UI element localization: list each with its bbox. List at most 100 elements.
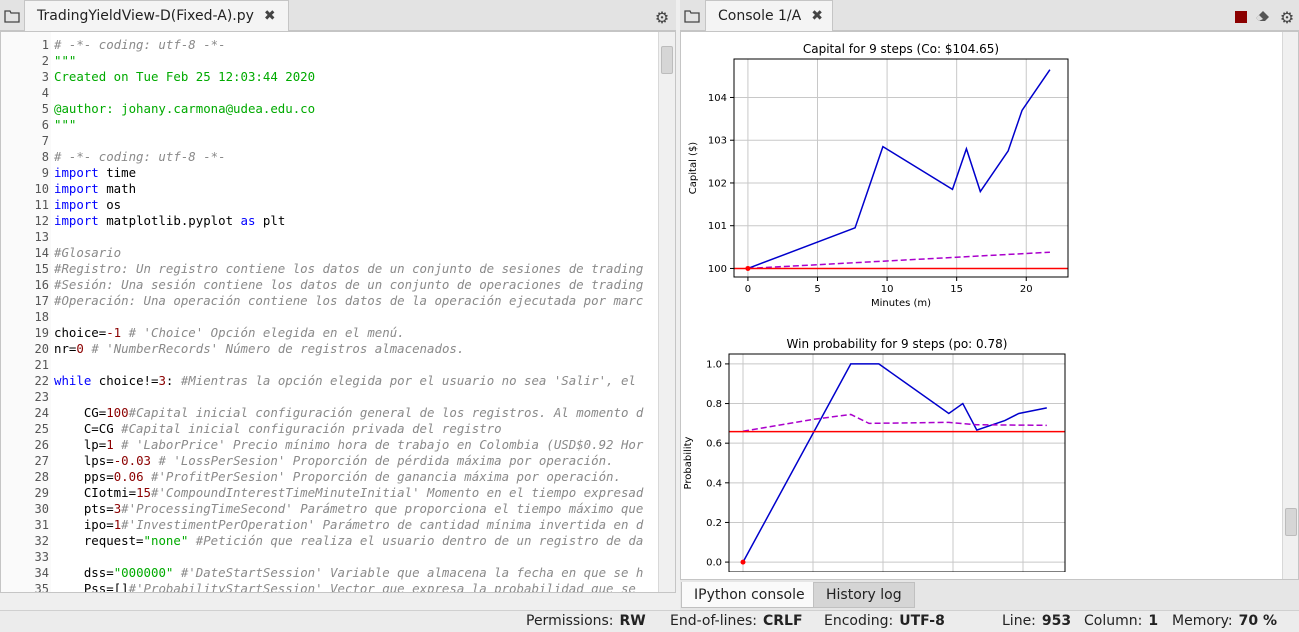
close-console-icon[interactable]: ✖ bbox=[811, 8, 823, 24]
plot-frame bbox=[728, 353, 1066, 572]
eraser-icon[interactable] bbox=[1254, 8, 1272, 24]
tab-editor-file-label: TradingYieldView-D(Fixed-A).py bbox=[37, 8, 254, 24]
line-number: 18 bbox=[34, 310, 49, 324]
series-line bbox=[747, 69, 1051, 270]
line-number: 11 bbox=[34, 198, 49, 212]
x-tick-label: 5 bbox=[814, 284, 820, 295]
line-number: 34 bbox=[34, 566, 49, 580]
tab-console[interactable]: Console 1/A ✖ bbox=[705, 0, 833, 31]
code-line: # -*- coding: utf-8 -*- bbox=[54, 37, 226, 52]
code-line: #Glosario bbox=[54, 245, 122, 260]
line-number: 20 bbox=[34, 342, 49, 356]
code-line: nr=0 # 'NumberRecords' Número de registr… bbox=[54, 341, 465, 356]
status-encoding: Encoding: UTF-8 bbox=[824, 613, 945, 629]
browse-tabs-icon[interactable] bbox=[2, 7, 22, 25]
code-line: pps=0.06 #'ProfitPerSesion' Proporción d… bbox=[54, 469, 621, 484]
code-line: CG=100#Capital inicial configuración gen… bbox=[54, 405, 644, 420]
code-line: #Registro: Un registro contiene los dato… bbox=[54, 261, 644, 276]
code-line: #Sesión: Una sesión contiene los datos d… bbox=[54, 277, 644, 292]
line-number: 1 bbox=[41, 38, 49, 52]
tab-editor-file[interactable]: TradingYieldView-D(Fixed-A).py ✖ bbox=[24, 0, 289, 31]
gear-icon[interactable]: ⚙ bbox=[654, 7, 670, 27]
tab-history-log[interactable]: History log bbox=[813, 582, 915, 608]
plot-frame bbox=[733, 58, 1069, 278]
console-gear-icon[interactable]: ⚙ bbox=[1279, 7, 1295, 27]
line-number: 22 bbox=[34, 374, 49, 388]
code-line: ipo=1#'InvestimentPerOperation' Parámetr… bbox=[54, 517, 644, 532]
editor-vscroll-thumb[interactable] bbox=[661, 46, 673, 74]
tab-console-label: Console 1/A bbox=[718, 8, 802, 24]
line-number: 17 bbox=[34, 294, 49, 308]
line-number: 9 bbox=[41, 166, 49, 180]
code-line: pts=3#'ProcessingTimeSecond' Parámetro q… bbox=[54, 501, 644, 516]
line-number: 7 bbox=[41, 134, 49, 148]
x-axis-label: Minutes (m) bbox=[871, 298, 931, 309]
line-number: 35 bbox=[34, 582, 49, 593]
code-line: """ bbox=[54, 53, 77, 68]
status-eol: End-of-lines: CRLF bbox=[670, 613, 803, 629]
y-tick-label: 0.8 bbox=[706, 399, 722, 410]
code-line: request="none" #Petición que realiza el … bbox=[54, 533, 644, 548]
line-number: 15 bbox=[34, 262, 49, 276]
line-number: 16 bbox=[34, 278, 49, 292]
series-line bbox=[742, 413, 1047, 433]
code-line: import os bbox=[54, 197, 122, 212]
console-bottom-tabs: IPython console History log bbox=[680, 580, 1299, 610]
y-tick-label: 0.6 bbox=[706, 439, 722, 450]
code-editor[interactable]: 1 2 3 4 5 6 7 8 9 10 11 12 13 14 15 16 17 18 19 20 21 22 23 24 2… bbox=[0, 31, 676, 593]
line-number: 5 bbox=[41, 102, 49, 116]
y-tick-label: 101 bbox=[708, 221, 727, 232]
editor-vertical-scrollbar[interactable] bbox=[658, 32, 675, 592]
code-line: import time bbox=[54, 165, 137, 180]
line-number-gutter: 1 2 3 4 5 6 7 8 9 10 11 12 13 14 15 16 17 18 19 20 21 22 23 24 2… bbox=[1, 32, 51, 592]
code-line: Pss=[]#'ProbabilityStartSession' Vector … bbox=[54, 581, 644, 593]
line-number: 21 bbox=[34, 358, 49, 372]
data-point bbox=[745, 265, 751, 271]
code-line: C=CG #Capital inicial configuración priv… bbox=[54, 421, 502, 436]
tab-ipython-console[interactable]: IPython console bbox=[681, 582, 818, 608]
console-vertical-scrollbar[interactable] bbox=[1282, 32, 1298, 579]
code-line: # -*- coding: utf-8 -*- bbox=[54, 149, 226, 164]
line-number: 19 bbox=[34, 326, 49, 340]
line-number: 33 bbox=[34, 550, 49, 564]
code-line: lp=1 # 'LaborPrice' Precio mínimo hora d… bbox=[54, 437, 644, 452]
win-probability-chart: Win probability for 9 steps (po: 0.78)05… bbox=[683, 337, 1066, 572]
stop-kernel-icon[interactable] bbox=[1234, 10, 1248, 24]
line-number: 2 bbox=[41, 54, 49, 68]
console-vscroll-thumb[interactable] bbox=[1285, 508, 1297, 536]
line-number: 8 bbox=[41, 150, 49, 164]
line-number: 30 bbox=[34, 502, 49, 516]
y-tick-label: 0.2 bbox=[706, 518, 722, 529]
status-permissions: Permissions: RW bbox=[526, 613, 646, 629]
line-number: 3 bbox=[41, 70, 49, 84]
code-line: import matplotlib.pyplot as plt bbox=[54, 213, 286, 228]
y-axis-label: Probability bbox=[683, 436, 694, 489]
line-number: 29 bbox=[34, 486, 49, 500]
close-tab-icon[interactable]: ✖ bbox=[263, 8, 276, 24]
line-number: 32 bbox=[34, 534, 49, 548]
status-column: Column: 1 bbox=[1084, 613, 1159, 629]
y-tick-label: 0.0 bbox=[706, 558, 722, 569]
line-number: 25 bbox=[34, 422, 49, 436]
x-tick-label: 0 bbox=[745, 284, 751, 295]
editor-horizontal-scrollbar[interactable] bbox=[1, 592, 658, 593]
line-number: 31 bbox=[34, 518, 49, 532]
line-number: 14 bbox=[34, 246, 49, 260]
code-line: import math bbox=[54, 181, 137, 196]
code-line: Created on Tue Feb 25 12:03:44 2020 bbox=[54, 69, 316, 84]
browse-console-tabs-icon[interactable] bbox=[682, 7, 702, 25]
console-output[interactable]: Capital for 9 steps (Co: $104.65) 0 5 10 15 2… bbox=[680, 31, 1299, 580]
y-tick-label: 1.0 bbox=[706, 359, 722, 370]
capital-chart: Capital for 9 steps (Co: $104.65) 0 5 10 15 2… bbox=[688, 42, 1069, 309]
line-number: 24 bbox=[34, 406, 49, 420]
status-memory: Memory: 70 % bbox=[1172, 613, 1278, 629]
series-line bbox=[742, 363, 1047, 563]
code-line: while choice!=3: #Mientras la opción ele… bbox=[54, 373, 636, 388]
line-number: 28 bbox=[34, 470, 49, 484]
chart-title: Win probability for 9 steps (po: 0.78) bbox=[787, 337, 1008, 351]
x-tick-label: 20 bbox=[1020, 284, 1033, 295]
y-tick-label: 0.4 bbox=[706, 478, 722, 489]
code-line: choice=-1 # 'Choice' Opción elegida en e… bbox=[54, 325, 405, 340]
y-tick-label: 102 bbox=[708, 178, 727, 189]
